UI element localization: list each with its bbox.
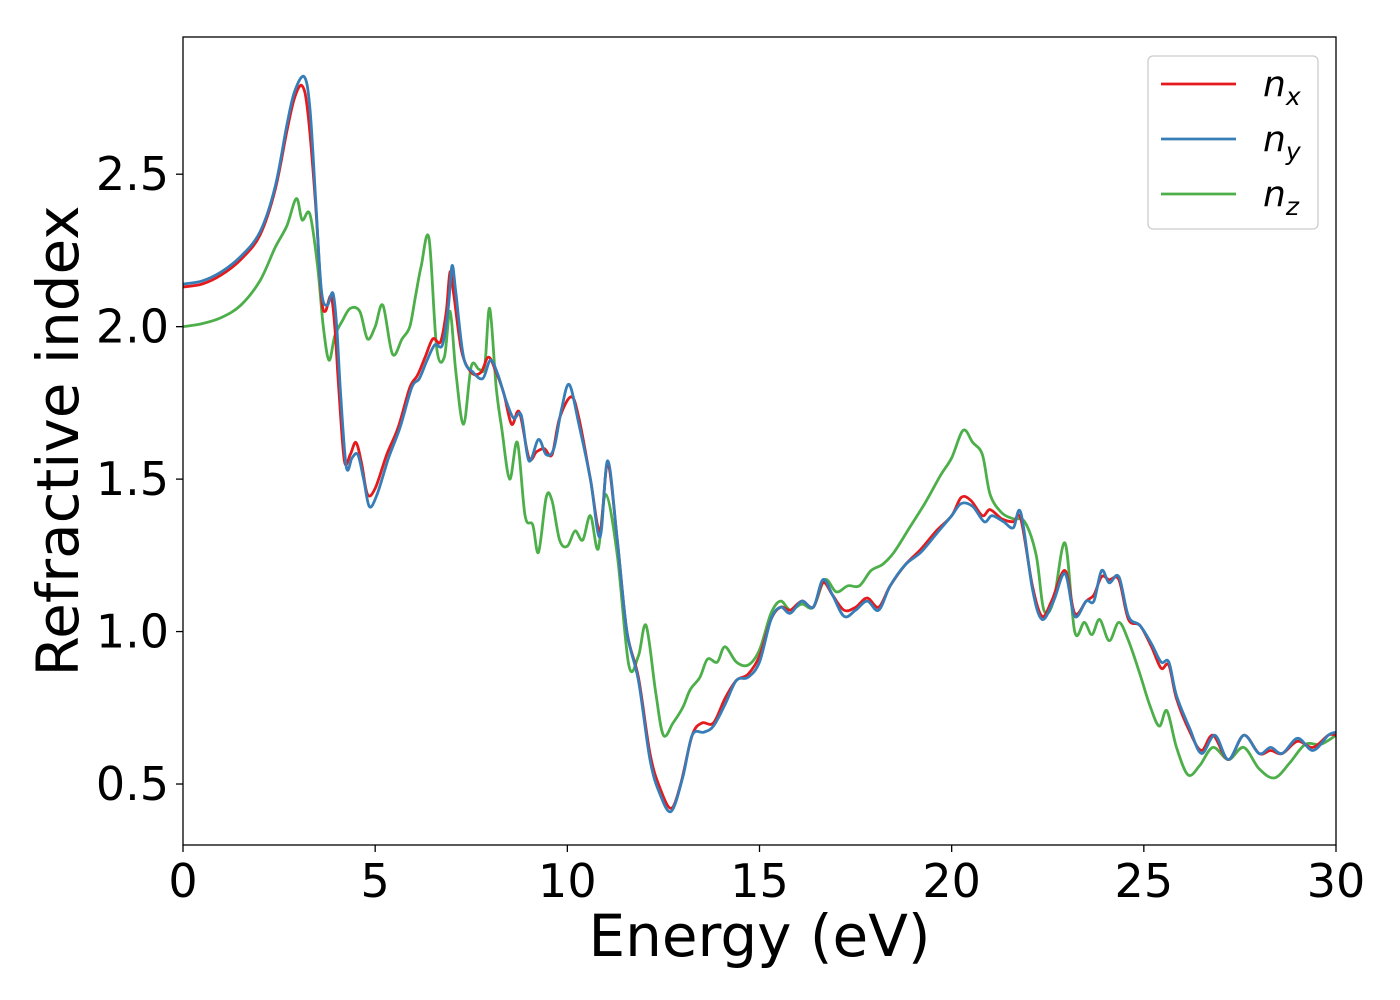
series-line-z xyxy=(182,197,1337,780)
legend-label-x: nx xyxy=(1263,64,1301,111)
series-line-y xyxy=(182,74,1337,814)
y-tick-label: 2.0 xyxy=(96,300,169,354)
x-axis-title: Energy (eV) xyxy=(588,902,930,970)
legend-label-y: ny xyxy=(1263,119,1302,166)
x-tick-label: 10 xyxy=(538,854,597,908)
y-tick-label: 1.5 xyxy=(96,452,169,506)
x-tick-label: 20 xyxy=(922,854,981,908)
x-tick-label: 25 xyxy=(1115,854,1174,908)
x-tick-label: 0 xyxy=(168,854,197,908)
y-tick-label: 1.0 xyxy=(96,605,169,659)
x-tick-label: 15 xyxy=(730,854,789,908)
x-axis-ticks: 0 5 10 15 20 25 30 xyxy=(168,845,1365,908)
x-tick-label: 30 xyxy=(1307,854,1366,908)
x-tick-label: 5 xyxy=(361,854,390,908)
y-tick-label: 2.5 xyxy=(96,147,169,201)
y-axis-title: Refractive index xyxy=(24,205,92,676)
series-layer xyxy=(182,74,1337,814)
y-axis-ticks: 0.5 1.0 1.5 2.0 2.5 xyxy=(96,147,183,811)
y-tick-label: 0.5 xyxy=(96,757,169,811)
legend-box xyxy=(1147,55,1319,230)
